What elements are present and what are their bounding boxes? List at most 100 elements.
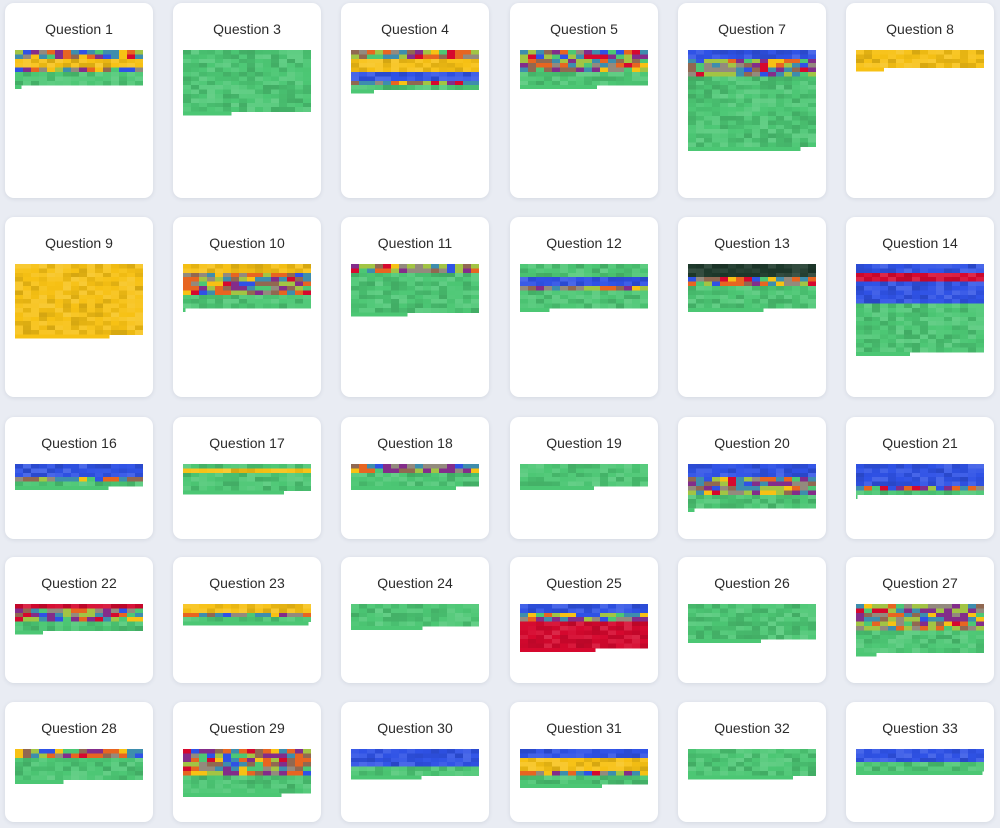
heatmap-cell <box>207 277 216 282</box>
question-card[interactable]: Question 8 <box>846 3 994 198</box>
question-card[interactable]: Question 33 <box>846 702 994 822</box>
heatmap-cell <box>271 264 280 269</box>
heatmap-cell <box>23 472 32 478</box>
heatmap-cell <box>23 477 32 482</box>
question-card[interactable]: Question 32 <box>678 702 826 822</box>
question-card[interactable]: Question 11 <box>341 217 489 397</box>
heatmap-cell <box>776 111 785 117</box>
question-card[interactable]: Question 27 <box>846 557 994 683</box>
question-card[interactable]: Question 16 <box>5 417 153 539</box>
heatmap-cell <box>920 290 929 296</box>
question-card[interactable]: Question 20 <box>678 417 826 539</box>
heatmap-cell <box>399 277 408 282</box>
question-card[interactable]: Question 4 <box>341 3 489 198</box>
question-card[interactable]: Question 12 <box>510 217 658 397</box>
heatmap-cell <box>399 76 408 82</box>
heatmap-cell <box>784 771 793 776</box>
question-card[interactable]: Question 9 <box>5 217 153 397</box>
heatmap-cell <box>255 286 264 291</box>
question-card[interactable]: Question 7 <box>678 3 826 198</box>
question-card[interactable]: Question 26 <box>678 557 826 683</box>
heatmap-cell <box>960 766 969 772</box>
heatmap-cell <box>215 281 224 287</box>
heatmap-cell <box>520 639 529 644</box>
question-card[interactable]: Question 5 <box>510 3 658 198</box>
heatmap-cell <box>888 477 897 482</box>
heatmap-cell <box>199 50 208 55</box>
heatmap-cell <box>359 72 368 77</box>
heatmap-cell <box>103 308 112 313</box>
question-card[interactable]: Question 3 <box>173 3 321 198</box>
question-card[interactable]: Question 22 <box>5 557 153 683</box>
heatmap-cell <box>303 784 311 789</box>
heatmap-cell <box>520 464 529 469</box>
question-card[interactable]: Question 19 <box>510 417 658 539</box>
heatmap-cell <box>263 757 272 763</box>
question-card[interactable]: Question 31 <box>510 702 658 822</box>
heatmap-cell <box>463 608 472 614</box>
heatmap-cell <box>696 111 705 117</box>
heatmap-cell <box>864 630 873 636</box>
heatmap-cell <box>447 749 456 754</box>
heatmap-cell <box>688 98 697 104</box>
heatmap-cell <box>375 54 384 60</box>
heatmap-cell <box>471 63 479 68</box>
heatmap-cell <box>640 753 648 759</box>
heatmap-cell <box>888 630 897 636</box>
question-card[interactable]: Question 17 <box>173 417 321 539</box>
heatmap-cell <box>552 771 561 776</box>
heatmap-cell <box>736 277 745 282</box>
heatmap-cell <box>79 477 88 482</box>
heatmap-cell <box>271 294 280 300</box>
question-card[interactable]: Question 28 <box>5 702 153 822</box>
question-card[interactable]: Question 10 <box>173 217 321 397</box>
heatmap-cell <box>976 325 984 331</box>
question-card[interactable]: Question 21 <box>846 417 994 539</box>
question-card[interactable]: Question 1 <box>5 3 153 198</box>
heatmap-cell <box>856 617 865 622</box>
heatmap-cell <box>79 604 88 609</box>
question-card[interactable]: Question 30 <box>341 702 489 822</box>
heatmap-cell <box>367 612 376 618</box>
heatmap-cell <box>768 264 777 269</box>
heatmap-cell <box>856 316 865 322</box>
question-card[interactable]: Question 18 <box>341 417 489 539</box>
heatmap-cell <box>223 788 232 794</box>
heatmap-cell <box>536 634 545 640</box>
heatmap-cell <box>808 98 816 104</box>
heatmap-cell <box>624 639 633 644</box>
heatmap-cell <box>944 468 953 474</box>
heatmap-cell <box>135 757 143 763</box>
heatmap-cell <box>960 630 969 636</box>
question-card[interactable]: Question 29 <box>173 702 321 822</box>
heatmap-cell <box>944 290 953 296</box>
heatmap-cell <box>199 303 208 309</box>
heatmap-cell <box>744 762 753 767</box>
heatmap-cell <box>71 464 80 469</box>
heatmap-cell <box>904 477 913 482</box>
heatmap-cell <box>247 784 256 789</box>
heatmap-cell <box>712 268 721 274</box>
question-card[interactable]: Question 23 <box>173 557 321 683</box>
heatmap-cell <box>544 766 553 772</box>
question-card[interactable]: Question 14 <box>846 217 994 397</box>
question-card[interactable]: Question 13 <box>678 217 826 397</box>
heatmap-cell <box>103 621 112 627</box>
heatmap-cell <box>968 290 977 296</box>
heatmap-cell <box>544 281 553 287</box>
question-card[interactable]: Question 24 <box>341 557 489 683</box>
heatmap-cell <box>568 749 577 754</box>
heatmap-cell <box>744 286 753 291</box>
heatmap-cell <box>872 303 881 309</box>
heatmap-cell <box>135 617 143 622</box>
heatmap-cell <box>119 749 128 754</box>
heatmap-cell <box>79 277 88 282</box>
heatmap-cell <box>87 468 96 474</box>
heatmap-cell <box>776 626 785 631</box>
heatmap-cell <box>936 634 945 640</box>
heatmap-cell <box>375 281 384 287</box>
question-card[interactable]: Question 25 <box>510 557 658 683</box>
heatmap-cell <box>263 299 272 304</box>
heatmap-cell <box>592 477 601 482</box>
heatmap-cell <box>399 299 408 304</box>
